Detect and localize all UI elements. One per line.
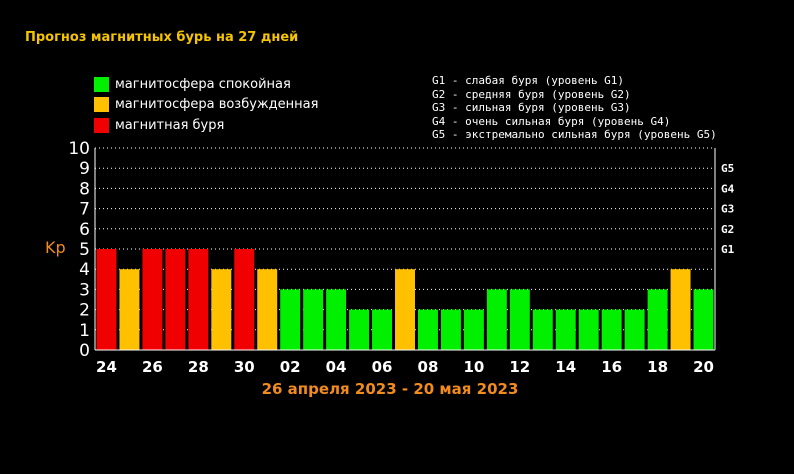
legend-item-quiet: магнитосфера спокойная bbox=[94, 74, 318, 95]
right-g-level-tick: G5 bbox=[721, 162, 734, 175]
x-tick-label: 16 bbox=[601, 358, 622, 376]
x-tick-label: 26 bbox=[142, 358, 163, 376]
legend-label-storm: магнитная буря bbox=[115, 117, 225, 133]
kp-bar bbox=[670, 269, 691, 350]
y-tick-label: 6 bbox=[79, 220, 90, 240]
kp-bar bbox=[601, 309, 622, 350]
kp-bar bbox=[463, 309, 484, 350]
x-tick-label: 20 bbox=[693, 358, 714, 376]
legend-swatch-quiet bbox=[94, 76, 109, 92]
kp-bar bbox=[509, 289, 530, 350]
y-axis-label: Kp bbox=[45, 238, 66, 257]
x-tick-label: 28 bbox=[188, 358, 209, 376]
kp-bar bbox=[417, 309, 438, 350]
right-g-level-tick: G2 bbox=[721, 223, 734, 236]
legend: магнитосфера спокойная магнитосфера возб… bbox=[94, 74, 318, 136]
kp-bar bbox=[326, 289, 347, 350]
x-tick-label: 12 bbox=[509, 358, 530, 376]
kp-bar bbox=[303, 289, 324, 350]
g-level-g4: G4 - очень сильная буря (уровень G4) bbox=[432, 114, 671, 128]
kp-bar bbox=[372, 309, 393, 350]
g-level-legend: G1 - слабая буря (уровень G1) G2 - средн… bbox=[432, 74, 717, 142]
x-tick-label: 04 bbox=[326, 358, 347, 376]
x-tick-label: 30 bbox=[234, 358, 255, 376]
kp-bar bbox=[395, 269, 415, 350]
y-tick-label: 1 bbox=[79, 321, 90, 341]
kp-bar bbox=[578, 309, 599, 350]
kp-bar bbox=[96, 249, 117, 350]
x-tick-label: 10 bbox=[463, 358, 484, 376]
g-level-g3: G3 - сильная буря (уровень G3) bbox=[432, 101, 631, 114]
y-tick-label: 10 bbox=[68, 139, 90, 159]
page-title: Прогноз магнитных бурь на 27 дней bbox=[25, 30, 299, 45]
y-tick-label: 7 bbox=[79, 200, 90, 220]
kp-bar bbox=[142, 249, 163, 350]
legend-swatch-storm bbox=[94, 117, 109, 133]
kp-bar bbox=[257, 269, 278, 350]
kp-bar bbox=[486, 289, 507, 350]
x-tick-label: 02 bbox=[280, 358, 301, 376]
legend-item-storm: магнитная буря bbox=[94, 115, 318, 136]
g-level-g5: G5 - экстремально сильная буря (уровень … bbox=[432, 128, 717, 141]
right-g-level-tick: G3 bbox=[721, 203, 734, 216]
kp-bar bbox=[119, 269, 140, 350]
kp-bar bbox=[349, 309, 370, 350]
y-tick-label: 9 bbox=[79, 159, 90, 179]
kp-bar bbox=[647, 289, 668, 350]
y-tick-label: 8 bbox=[79, 179, 90, 199]
legend-swatch-excited bbox=[94, 97, 109, 113]
kp-bar bbox=[624, 309, 645, 350]
legend-label-excited: магнитосфера возбужденная bbox=[115, 97, 319, 113]
right-g-level-tick: G1 bbox=[721, 243, 735, 256]
kp-bar bbox=[532, 309, 553, 350]
x-tick-label: 18 bbox=[647, 358, 668, 376]
y-tick-label: 0 bbox=[79, 341, 90, 361]
g-level-g2: G2 - средняя буря (уровень G2) bbox=[432, 87, 631, 101]
x-tick-label: 24 bbox=[96, 358, 117, 376]
kp-bar bbox=[165, 249, 186, 350]
y-tick-label: 5 bbox=[79, 240, 90, 260]
date-range: 26 апреля 2023 - 20 мая 2023 bbox=[261, 380, 519, 398]
x-tick-label: 08 bbox=[418, 358, 439, 376]
kp-bar bbox=[211, 269, 232, 350]
legend-label-quiet: магнитосфера спокойная bbox=[115, 76, 291, 92]
kp-bar bbox=[555, 309, 576, 350]
y-tick-label: 4 bbox=[79, 260, 90, 280]
kp-bar bbox=[440, 309, 461, 350]
g-level-g1: G1 - слабая буря (уровень G1) bbox=[432, 74, 625, 87]
kp-bar bbox=[234, 249, 255, 350]
legend-item-excited: магнитосфера возбужденная bbox=[94, 95, 318, 116]
kp-bar bbox=[693, 289, 714, 350]
kp-bar bbox=[280, 289, 301, 350]
y-tick-label: 2 bbox=[79, 301, 90, 321]
y-tick-label: 3 bbox=[79, 280, 90, 300]
kp-bar bbox=[188, 249, 209, 350]
x-tick-label: 14 bbox=[555, 358, 576, 376]
x-tick-label: 06 bbox=[372, 358, 393, 376]
right-g-level-tick: G4 bbox=[721, 182, 735, 195]
